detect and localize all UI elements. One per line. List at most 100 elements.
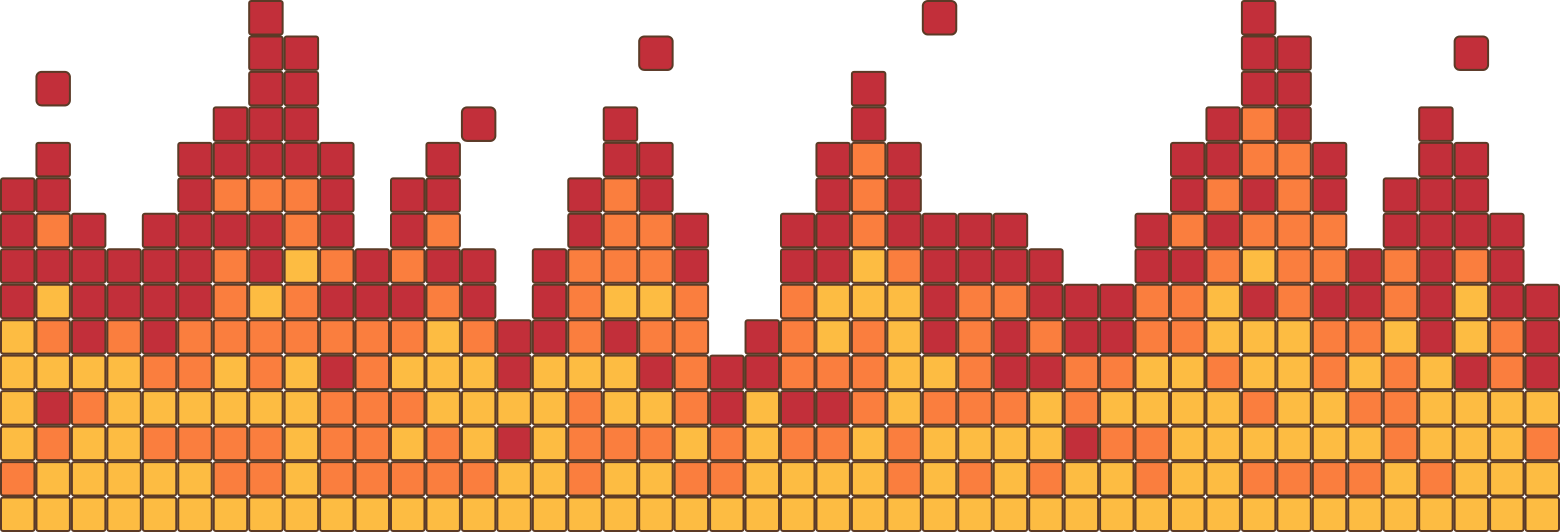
block	[0, 319, 36, 355]
block	[248, 70, 284, 107]
block	[141, 319, 178, 355]
block	[1489, 461, 1525, 497]
block	[1524, 496, 1560, 532]
block	[177, 425, 213, 462]
block	[1170, 212, 1206, 249]
block	[319, 425, 355, 462]
block	[638, 248, 674, 284]
block	[850, 319, 887, 355]
block	[744, 319, 781, 355]
block	[673, 319, 710, 355]
block	[1170, 354, 1206, 391]
block	[638, 319, 674, 355]
block	[1028, 283, 1064, 320]
block	[1311, 496, 1348, 532]
block	[709, 354, 745, 391]
block	[1240, 248, 1277, 284]
block	[0, 283, 36, 320]
block	[1028, 461, 1064, 497]
block	[1063, 496, 1100, 532]
block	[1276, 461, 1312, 497]
block	[1524, 354, 1560, 391]
block	[248, 354, 284, 391]
block	[212, 283, 249, 320]
block	[354, 496, 390, 532]
block	[70, 425, 107, 462]
block	[141, 248, 178, 284]
block	[1276, 496, 1312, 532]
block	[390, 354, 426, 391]
block	[957, 212, 993, 249]
block	[886, 354, 922, 391]
block	[496, 496, 532, 532]
block	[531, 283, 568, 320]
block	[1276, 248, 1312, 284]
block	[850, 354, 887, 391]
block	[106, 425, 142, 462]
block	[1311, 248, 1348, 284]
block	[1240, 461, 1277, 497]
block	[673, 354, 710, 391]
block	[283, 177, 320, 213]
block	[1453, 354, 1490, 391]
block	[141, 283, 178, 320]
block	[815, 283, 851, 320]
block	[0, 461, 36, 497]
block	[850, 106, 887, 142]
block	[638, 496, 674, 532]
block	[602, 212, 639, 249]
block	[1489, 319, 1525, 355]
block	[1028, 248, 1064, 284]
block	[1276, 283, 1312, 320]
block	[992, 390, 1029, 426]
block	[567, 354, 603, 391]
block	[1240, 354, 1277, 391]
block	[1382, 177, 1419, 213]
block	[886, 177, 922, 213]
block	[141, 461, 178, 497]
block	[815, 461, 851, 497]
block	[1382, 390, 1419, 426]
block	[354, 319, 390, 355]
block	[921, 496, 958, 532]
block	[921, 283, 958, 320]
block	[1311, 177, 1348, 213]
block	[460, 496, 497, 532]
block	[1418, 177, 1454, 213]
block	[460, 106, 497, 142]
block	[1028, 390, 1064, 426]
block	[1453, 283, 1490, 320]
block	[673, 283, 710, 320]
block	[1311, 425, 1348, 462]
block	[1063, 425, 1100, 462]
block	[319, 177, 355, 213]
block	[1489, 283, 1525, 320]
block	[1170, 141, 1206, 178]
block	[1524, 319, 1560, 355]
block	[815, 425, 851, 462]
block	[850, 390, 887, 426]
block	[425, 461, 461, 497]
block	[248, 248, 284, 284]
block	[212, 425, 249, 462]
block	[1489, 248, 1525, 284]
block	[1347, 425, 1383, 462]
block	[1382, 496, 1419, 532]
block	[425, 141, 461, 178]
block	[886, 461, 922, 497]
block	[992, 319, 1029, 355]
block	[35, 425, 71, 462]
block	[496, 425, 532, 462]
block	[70, 212, 107, 249]
block	[212, 177, 249, 213]
block	[248, 177, 284, 213]
block	[1099, 390, 1135, 426]
block	[744, 496, 781, 532]
block	[1382, 319, 1419, 355]
block	[283, 70, 320, 107]
block	[177, 177, 213, 213]
block	[212, 212, 249, 249]
block	[319, 496, 355, 532]
block	[1240, 390, 1277, 426]
